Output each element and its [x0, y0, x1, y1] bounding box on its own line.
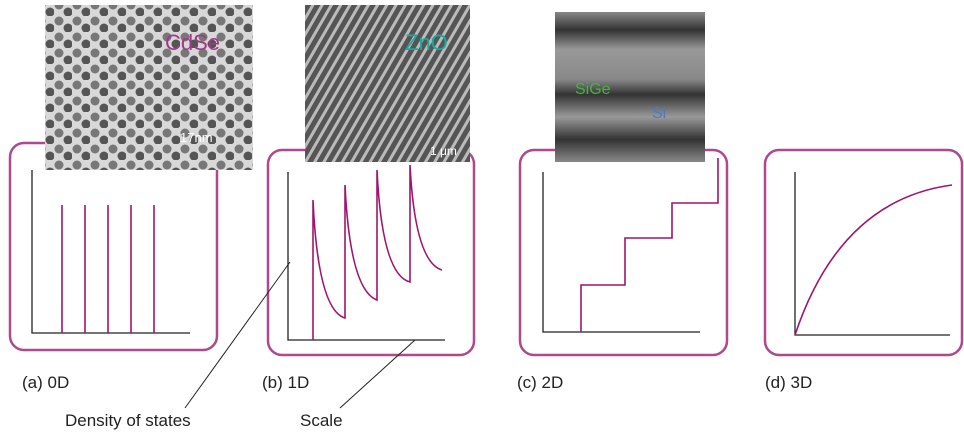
image-label: ZnO — [405, 30, 448, 55]
dos-curve — [580, 158, 719, 332]
scale-label: 1 μm — [430, 144, 457, 158]
annotation: Density of states — [65, 411, 191, 430]
axes — [542, 172, 700, 333]
panel-frame — [518, 148, 729, 357]
panel-label: (a) 0D — [22, 373, 69, 392]
dos-curve — [794, 184, 953, 336]
annotation: Scale — [300, 411, 343, 430]
micrograph — [45, 5, 253, 170]
scale-label: 17nm — [180, 130, 213, 145]
panel-label: (c) 2D — [517, 373, 563, 392]
panel-frame — [266, 148, 476, 357]
dos-curve — [312, 164, 443, 340]
image-label: Si — [652, 105, 666, 122]
panel-frame — [763, 148, 964, 357]
image-label: SiGe — [575, 81, 611, 98]
leader-line — [339, 339, 416, 409]
leader-line — [184, 261, 291, 409]
panel-label: (b) 1D — [262, 373, 309, 392]
image-label: CdSe — [165, 30, 220, 55]
axes — [287, 172, 445, 341]
micrograph — [305, 5, 470, 162]
micrograph — [555, 12, 705, 162]
axes — [31, 170, 190, 334]
panel-label: (d) 3D — [765, 373, 812, 392]
dos-curve — [61, 205, 155, 333]
panel-frame — [8, 141, 219, 352]
